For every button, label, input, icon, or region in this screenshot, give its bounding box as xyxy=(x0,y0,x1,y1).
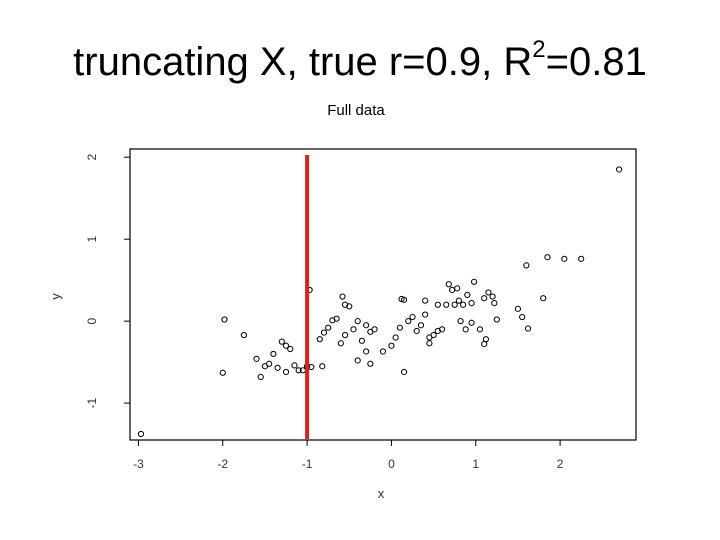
x-tick-label: 2 xyxy=(557,457,564,471)
data-point xyxy=(316,336,323,343)
data-point xyxy=(430,331,437,339)
data-point xyxy=(445,281,452,288)
y-tick-label: -1 xyxy=(85,397,99,408)
data-point xyxy=(282,342,290,349)
slide-title-superscript: 2 xyxy=(532,36,546,63)
data-point xyxy=(400,368,408,376)
data-point xyxy=(240,331,247,339)
data-point xyxy=(523,262,530,269)
data-point xyxy=(544,254,551,261)
data-point xyxy=(409,313,416,321)
x-tick-label: -2 xyxy=(217,457,228,471)
y-tick-label: 0 xyxy=(85,317,99,324)
data-point xyxy=(270,350,277,358)
plot-frame xyxy=(129,148,637,441)
data-point xyxy=(449,286,456,294)
x-tick-label: -1 xyxy=(302,457,313,471)
data-point xyxy=(470,278,478,285)
y-tick-label: 1 xyxy=(85,236,99,243)
data-point xyxy=(464,291,471,299)
data-point xyxy=(354,318,361,325)
data-point xyxy=(481,340,488,348)
data-point xyxy=(454,285,461,292)
data-point xyxy=(379,348,387,355)
data-point xyxy=(462,326,469,333)
data-point xyxy=(438,326,446,333)
data-point xyxy=(519,313,526,321)
data-point xyxy=(443,301,450,308)
data-point xyxy=(291,362,298,369)
slide-title: truncating X, true r=0.9, R2=0.81 xyxy=(0,36,720,85)
plot-subtitle: Full data xyxy=(327,102,385,119)
data-point xyxy=(358,337,366,344)
data-point xyxy=(257,373,264,380)
data-point xyxy=(482,336,489,343)
data-point xyxy=(319,363,326,370)
data-point xyxy=(266,360,273,367)
y-axis-title: y xyxy=(48,293,63,300)
data-point xyxy=(540,295,547,302)
data-point xyxy=(616,166,623,173)
data-point xyxy=(485,289,492,296)
data-point xyxy=(451,301,458,308)
data-point xyxy=(417,322,425,329)
slide-title-text: truncating X, true r=0.9, R xyxy=(73,40,533,84)
data-point xyxy=(524,325,532,332)
data-point xyxy=(354,357,361,364)
data-point xyxy=(405,318,412,325)
data-point xyxy=(578,255,585,262)
data-point xyxy=(422,297,429,304)
data-point xyxy=(363,322,370,329)
data-point xyxy=(455,297,462,304)
data-point xyxy=(219,369,226,376)
data-point xyxy=(253,355,260,362)
data-point xyxy=(329,317,336,324)
data-point xyxy=(320,329,328,336)
data-point xyxy=(426,340,433,347)
data-point xyxy=(278,338,285,345)
data-point xyxy=(388,342,395,349)
data-point xyxy=(491,300,498,307)
data-point xyxy=(137,430,145,438)
data-point xyxy=(282,368,290,376)
data-point xyxy=(489,293,496,300)
data-point xyxy=(339,293,346,300)
slide-title-suffix: =0.81 xyxy=(545,40,647,84)
data-point xyxy=(493,316,500,323)
data-point xyxy=(468,300,475,307)
data-point xyxy=(434,301,441,308)
data-point xyxy=(337,340,344,347)
data-point xyxy=(460,301,467,308)
data-point xyxy=(350,326,357,333)
data-point xyxy=(468,319,475,326)
x-tick-label: 1 xyxy=(472,457,479,471)
data-point xyxy=(325,324,332,331)
data-point xyxy=(561,255,568,262)
data-point xyxy=(341,301,349,308)
data-point xyxy=(221,316,228,323)
x-axis-title: x xyxy=(378,486,385,501)
data-point xyxy=(396,324,403,331)
x-tick-label: -3 xyxy=(133,457,144,471)
data-point xyxy=(287,345,294,353)
data-point xyxy=(341,331,349,339)
data-point xyxy=(481,295,488,302)
data-point xyxy=(422,311,429,318)
y-tick-label: 2 xyxy=(85,154,99,161)
data-point xyxy=(392,334,399,341)
data-point xyxy=(457,318,464,325)
data-point xyxy=(367,360,374,367)
x-tick-label: 0 xyxy=(388,457,395,471)
data-point xyxy=(371,326,378,333)
data-point xyxy=(514,305,522,312)
data-point xyxy=(274,364,281,371)
data-point xyxy=(295,367,302,374)
data-point xyxy=(363,348,370,355)
data-point xyxy=(400,296,408,303)
data-point xyxy=(476,326,484,333)
data-point xyxy=(413,327,420,335)
